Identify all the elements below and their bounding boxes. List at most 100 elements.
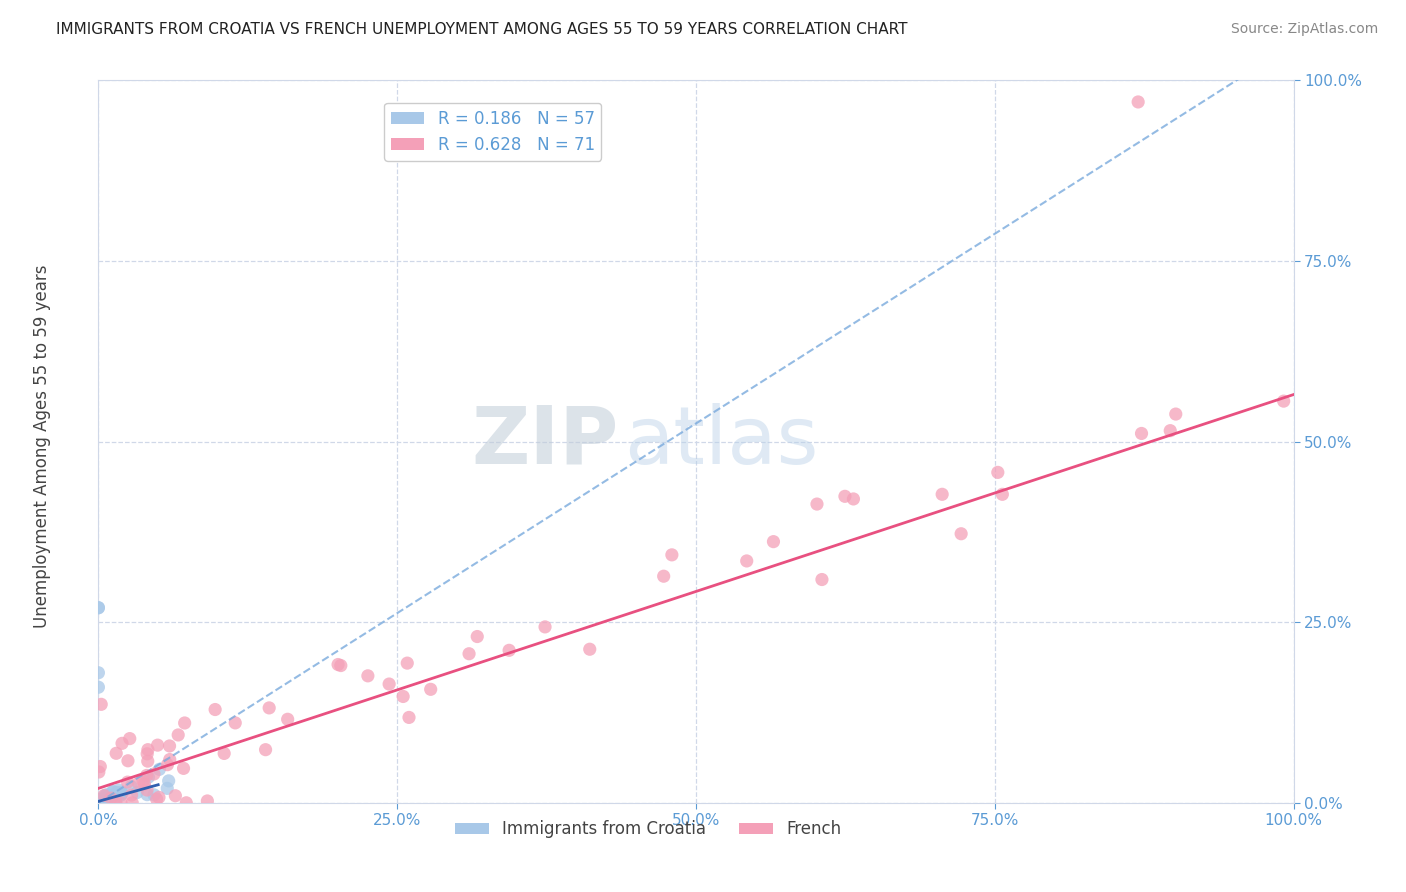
Point xyxy=(378,677,401,691)
Point xyxy=(398,710,420,724)
Point xyxy=(120,780,142,794)
Point xyxy=(93,795,115,809)
Point xyxy=(104,796,127,810)
Point xyxy=(111,736,134,750)
Point xyxy=(950,526,973,541)
Point xyxy=(87,795,110,809)
Point xyxy=(94,791,117,805)
Point xyxy=(104,795,127,809)
Point xyxy=(329,658,352,673)
Point xyxy=(991,487,1014,501)
Point xyxy=(87,680,110,694)
Point xyxy=(136,747,159,761)
Point xyxy=(735,554,758,568)
Point xyxy=(806,497,828,511)
Point xyxy=(93,789,115,803)
Point xyxy=(105,747,128,761)
Point xyxy=(165,789,187,803)
Point xyxy=(254,742,277,756)
Point xyxy=(101,785,124,799)
Point xyxy=(811,573,834,587)
Point xyxy=(143,788,166,802)
Point xyxy=(135,768,157,782)
Point xyxy=(94,789,117,803)
Point xyxy=(100,791,122,805)
Point xyxy=(90,796,112,810)
Point xyxy=(224,715,246,730)
Point xyxy=(110,785,132,799)
Point xyxy=(661,548,683,562)
Point xyxy=(498,643,520,657)
Point xyxy=(931,487,953,501)
Point xyxy=(652,569,675,583)
Point xyxy=(396,656,419,670)
Point xyxy=(118,731,141,746)
Point xyxy=(91,792,114,806)
Point xyxy=(87,795,110,809)
Point xyxy=(87,764,110,779)
Point xyxy=(145,792,167,806)
Point xyxy=(105,785,128,799)
Point xyxy=(87,600,110,615)
Point xyxy=(89,796,111,810)
Point xyxy=(111,787,134,801)
Point xyxy=(110,796,132,810)
Point xyxy=(1272,394,1295,409)
Point xyxy=(110,789,132,803)
Point xyxy=(98,789,121,803)
Point xyxy=(148,762,170,776)
Point xyxy=(89,795,111,809)
Point xyxy=(156,757,179,772)
Point xyxy=(326,657,349,672)
Point xyxy=(987,466,1010,480)
Point xyxy=(157,773,180,788)
Point xyxy=(148,790,170,805)
Point xyxy=(117,775,139,789)
Point xyxy=(156,781,179,796)
Point xyxy=(173,761,195,775)
Point xyxy=(578,642,600,657)
Point xyxy=(128,776,150,790)
Point xyxy=(132,773,155,788)
Point xyxy=(91,795,114,809)
Point xyxy=(89,796,111,810)
Point xyxy=(1130,426,1153,441)
Point xyxy=(87,600,110,615)
Point xyxy=(173,716,195,731)
Point xyxy=(89,793,111,807)
Point xyxy=(121,788,143,802)
Point xyxy=(89,759,111,773)
Point xyxy=(142,767,165,781)
Point xyxy=(195,794,218,808)
Point xyxy=(89,796,111,810)
Point xyxy=(103,785,125,799)
Point xyxy=(159,739,181,753)
Point xyxy=(93,794,115,808)
Point xyxy=(138,770,160,784)
Point xyxy=(117,754,139,768)
Point xyxy=(90,793,112,807)
Point xyxy=(90,698,112,712)
Point xyxy=(108,783,131,797)
Point xyxy=(1159,424,1181,438)
Text: atlas: atlas xyxy=(624,402,818,481)
Point xyxy=(90,792,112,806)
Point xyxy=(87,795,110,809)
Text: ZIP: ZIP xyxy=(471,402,619,481)
Point xyxy=(89,793,111,807)
Point xyxy=(93,794,115,808)
Point xyxy=(277,712,299,726)
Point xyxy=(136,783,159,797)
Point xyxy=(91,793,114,807)
Point xyxy=(94,794,117,808)
Point xyxy=(136,788,159,802)
Point xyxy=(419,682,441,697)
Point xyxy=(90,793,112,807)
Text: Unemployment Among Ages 55 to 59 years: Unemployment Among Ages 55 to 59 years xyxy=(34,264,51,628)
Point xyxy=(127,785,149,799)
Point xyxy=(1128,95,1150,109)
Point xyxy=(1164,407,1187,421)
Point xyxy=(834,489,856,503)
Point xyxy=(93,794,115,808)
Point xyxy=(134,777,156,791)
